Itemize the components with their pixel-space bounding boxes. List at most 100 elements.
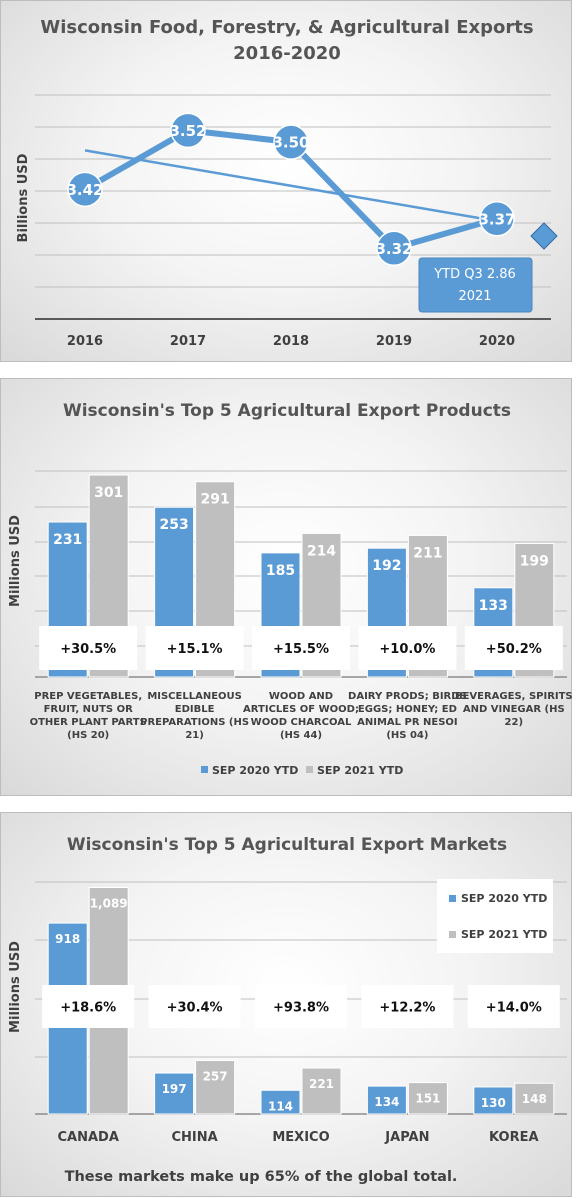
growth-label-0: +18.6% (60, 1001, 116, 1016)
products-bar-chart: Wisconsin's Top 5 Agricultural Export Pr… (8, 401, 573, 777)
chart2-y-axis-title: Millions USD (8, 515, 23, 607)
data-label-2019: 3.32 (375, 240, 412, 258)
growth-box-3 (361, 985, 454, 1028)
category-label-1: PREPARATIONS (HS (140, 717, 249, 728)
bar-label-2021-0: 1,089 (90, 897, 128, 911)
growth-label-2: +15.5% (273, 642, 329, 657)
bar-label-2021-2: 214 (307, 543, 336, 559)
bar-2020-4 (473, 1086, 514, 1115)
bar-2021-1 (195, 1060, 236, 1115)
category-label-4: 22) (505, 717, 524, 728)
growth-box-1 (145, 626, 244, 670)
bar-label-2021-1: 257 (203, 1070, 228, 1084)
ytd-2021-marker (530, 222, 558, 250)
bar-label-2020-3: 134 (374, 1095, 399, 1109)
data-point-2018 (273, 124, 309, 160)
bar-label-2021-0: 301 (94, 485, 123, 501)
chart1-subtitle: 2016-2020 (233, 43, 341, 64)
growth-box-0 (42, 985, 135, 1028)
legend-swatch-2020 (449, 895, 456, 902)
legend-label-2020: SEP 2020 YTD (212, 764, 298, 777)
category-label-2: WOOD CHARCOAL (251, 717, 352, 728)
bar-2021-3 (407, 1082, 448, 1115)
bar-label-2021-4: 199 (520, 553, 549, 569)
bar-label-2021-2: 221 (309, 1077, 334, 1091)
category-label-1: CHINA (171, 1130, 217, 1145)
bar-label-2020-3: 192 (372, 558, 401, 574)
bar-label-2020-1: 253 (159, 517, 188, 533)
category-label-4: AND VINEGAR (HS (463, 704, 565, 715)
markets-bar-chart: Wisconsin's Top 5 Agricultural Export Ma… (8, 835, 567, 1185)
bar-label-2020-4: 133 (479, 598, 508, 614)
category-label-1: MISCELLANEOUS (147, 691, 242, 702)
legend-swatch-2021 (449, 931, 456, 938)
data-point-2017 (170, 112, 206, 149)
growth-label-3: +10.0% (379, 642, 435, 657)
category-label-3: DAIRY PRODS; BIRDS (348, 691, 467, 702)
callout-line1: YTD Q3 2.86 (433, 267, 516, 282)
legend-label-2021: SEP 2021 YTD (461, 928, 547, 941)
x-tick-2016: 2016 (67, 334, 103, 349)
bar-label-2020-0: 918 (55, 932, 80, 946)
bar-2020-3 (366, 1085, 407, 1115)
category-label-3: (HS 04) (386, 730, 428, 741)
category-label-0: CANADA (57, 1130, 118, 1145)
bar-label-2021-4: 148 (522, 1092, 547, 1106)
chart3-legend: SEP 2020 YTD SEP 2021 YTD (437, 879, 553, 953)
bar-label-2020-4: 130 (481, 1096, 506, 1110)
growth-label-1: +15.1% (167, 642, 223, 657)
chart3-title: Wisconsin's Top 5 Agricultural Export Ma… (67, 835, 507, 855)
category-label-2: (HS 44) (280, 730, 322, 741)
chart2-legend: SEP 2020 YTD SEP 2021 YTD (201, 764, 403, 777)
callout-box (418, 257, 533, 313)
category-label-3: ANIMAL PR NESOI (357, 717, 458, 728)
category-label-0: (HS 20) (67, 730, 109, 741)
category-label-1: 21) (185, 730, 204, 741)
legend-label-2021: SEP 2021 YTD (317, 764, 403, 777)
callout-line2: 2021 (458, 289, 491, 304)
category-label-4: KOREA (489, 1130, 539, 1145)
growth-label-1: +30.4% (167, 1001, 223, 1016)
legend-box (437, 879, 553, 953)
category-label-2: MEXICO (272, 1130, 329, 1145)
data-label-2020: 3.37 (478, 210, 515, 228)
bar-label-2020-0: 231 (53, 532, 82, 548)
category-label-3: JAPAN (384, 1130, 429, 1145)
legend-swatch-2020 (201, 766, 208, 773)
growth-box-0 (39, 626, 138, 670)
x-tick-2019: 2019 (376, 334, 412, 349)
growth-label-4: +14.0% (486, 1001, 542, 1016)
chart3-footnote: These markets make up 65% of the global … (65, 1169, 458, 1185)
growth-box-2 (255, 985, 347, 1028)
growth-box-4 (464, 626, 563, 670)
exports-line-chart-panel: Wisconsin Food, Forestry, & Agricultural… (0, 0, 572, 362)
category-label-3: EGGS; HONEY; ED (358, 704, 457, 715)
x-tick-2018: 2018 (273, 334, 309, 349)
growth-box-3 (358, 626, 457, 670)
x-tick-2020: 2020 (479, 334, 515, 349)
chart2-title: Wisconsin's Top 5 Agricultural Export Pr… (63, 401, 511, 421)
growth-box-2 (252, 626, 350, 670)
bar-2020-1 (154, 1072, 195, 1115)
bar-label-2021-3: 211 (413, 545, 442, 561)
trendline (84, 149, 498, 223)
data-point-2016 (67, 171, 103, 208)
chart1-y-axis-title: Billions USD (16, 153, 31, 242)
markets-bar-chart-panel: Wisconsin's Top 5 Agricultural Export Ma… (0, 812, 572, 1197)
bar-label-2021-3: 151 (415, 1092, 440, 1106)
ytd-2021-callout: YTD Q3 2.86 2021 (418, 222, 558, 313)
category-label-0: OTHER PLANT PARTS (30, 717, 147, 728)
category-label-2: ARTICLES OF WOOD; (243, 704, 359, 715)
bar-2020-2 (260, 1089, 301, 1115)
x-tick-2017: 2017 (170, 334, 206, 349)
category-label-0: PREP VEGETABLES, (34, 691, 142, 702)
growth-box-1 (148, 985, 241, 1028)
data-point-2020 (479, 201, 515, 237)
bar-2021-4 (514, 1082, 555, 1115)
category-label-1: EDIBLE (175, 704, 215, 715)
bar-label-2020-2: 185 (266, 563, 295, 579)
category-label-4: BEVERAGES, SPIRITS (455, 691, 573, 702)
bar-2021-2 (301, 1067, 342, 1115)
growth-label-0: +30.5% (60, 642, 116, 657)
growth-label-3: +12.2% (379, 1001, 435, 1016)
